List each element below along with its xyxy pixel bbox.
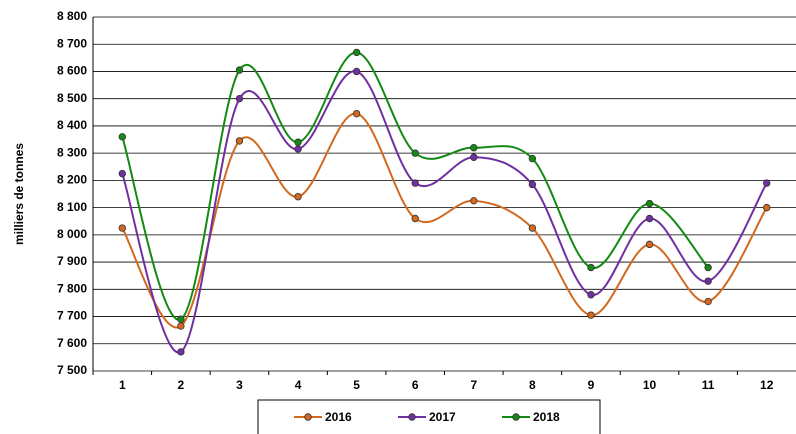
data-point: [704, 297, 712, 306]
data-point: [411, 179, 419, 187]
data-point: [645, 240, 654, 249]
y-tick-label: 8 600: [57, 64, 87, 78]
y-tick-label: 7 800: [57, 281, 87, 295]
x-tick-label: 12: [760, 378, 774, 392]
data-point: [352, 109, 361, 118]
y-tick-label: 7 700: [57, 309, 87, 323]
data-point: [235, 66, 244, 74]
legend-marker: [512, 413, 520, 421]
y-tick-label: 8 200: [57, 173, 87, 187]
y-tick-label: 8 700: [57, 36, 87, 50]
data-point: [763, 179, 771, 187]
x-tick-label: 3: [236, 378, 243, 392]
x-tick-label: 4: [295, 378, 302, 392]
data-point: [528, 224, 537, 232]
legend: 2016 2017 2018: [257, 399, 601, 434]
x-tick-label: 10: [643, 378, 657, 392]
y-axis-label: milliers de tonnes: [12, 143, 26, 245]
data-point: [235, 94, 244, 103]
x-tick-label: 9: [588, 378, 595, 392]
legend-marker: [304, 413, 312, 421]
data-point: [294, 145, 302, 153]
legend-label: 2016: [325, 410, 352, 424]
y-tick-label: 8 100: [57, 200, 87, 214]
y-tick-label: 8 300: [57, 145, 87, 159]
legend-marker: [408, 413, 416, 421]
legend-label: 2018: [533, 410, 560, 424]
y-tick-label: 7 900: [57, 254, 87, 268]
x-tick-label: 5: [353, 378, 360, 392]
x-tick-label: 1: [119, 378, 126, 392]
data-point: [118, 133, 126, 141]
data-point: [587, 311, 595, 319]
data-point: [704, 263, 712, 272]
y-tick-label: 8 000: [57, 227, 87, 241]
data-point: [352, 48, 361, 57]
data-point: [528, 180, 537, 189]
data-point: [177, 315, 185, 323]
data-point: [177, 322, 185, 330]
data-point: [587, 263, 595, 272]
data-point: [763, 203, 771, 212]
data-point: [470, 153, 478, 161]
data-point: [645, 214, 654, 223]
data-point: [294, 193, 302, 201]
data-point: [235, 137, 244, 145]
data-point: [352, 67, 361, 76]
data-point: [118, 224, 126, 232]
data-point: [177, 348, 185, 356]
x-tick-label: 11: [702, 378, 715, 392]
series-line: [121, 70, 768, 354]
data-point: [587, 291, 595, 299]
x-tick-label: 6: [412, 378, 419, 392]
y-tick-label: 7 500: [57, 363, 87, 377]
data-point: [470, 197, 478, 205]
x-tick-label: 2: [178, 378, 185, 392]
legend-label: 2017: [429, 410, 456, 424]
data-point: [470, 144, 478, 152]
y-tick-label: 8 400: [57, 118, 87, 132]
x-tick-label: 8: [529, 378, 536, 392]
data-point: [411, 214, 419, 223]
data-point: [411, 149, 419, 157]
x-tick-label: 7: [470, 378, 477, 392]
data-point: [528, 154, 537, 163]
y-tick-label: 7 600: [57, 336, 87, 350]
y-tick-label: 8 500: [57, 91, 87, 105]
data-point: [645, 199, 654, 208]
data-point: [294, 138, 302, 146]
data-point: [118, 169, 126, 178]
data-point: [704, 277, 712, 285]
y-tick-label: 8 800: [57, 9, 87, 23]
